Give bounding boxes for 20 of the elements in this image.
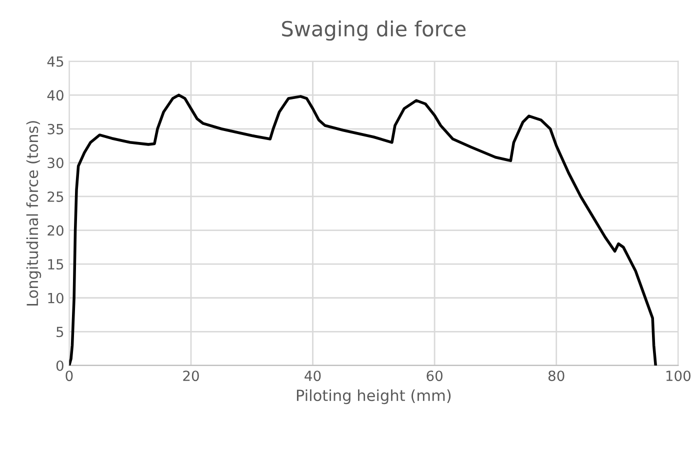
chart-title: Swaging die force [282,20,466,41]
x-tick-label: 100 [666,370,690,382]
y-tick-label: 0 [56,360,64,371]
y-tick-label: 10 [48,292,64,304]
x-tick-label: 20 [183,370,199,382]
line-series [69,94,658,366]
y-tick-label: 5 [56,326,64,338]
x-tick-label: 80 [548,370,564,382]
x-axis-title: Piloting height (mm) [296,389,451,404]
y-axis-title: Longitudinal force (tons) [26,121,42,306]
x-tick-label: 40 [304,370,321,382]
y-tick-label: 45 [47,56,64,67]
y-tick-label: 15 [48,259,64,270]
x-tick-label: 0 [66,370,73,382]
y-tick-label: 25 [48,191,64,202]
y-tick-label: 35 [48,124,64,134]
y-tick-label: 40 [47,90,64,101]
y-tick-label: 30 [48,158,64,168]
y-tick-label: 20 [48,225,64,236]
x-tick-label: 60 [426,370,442,382]
